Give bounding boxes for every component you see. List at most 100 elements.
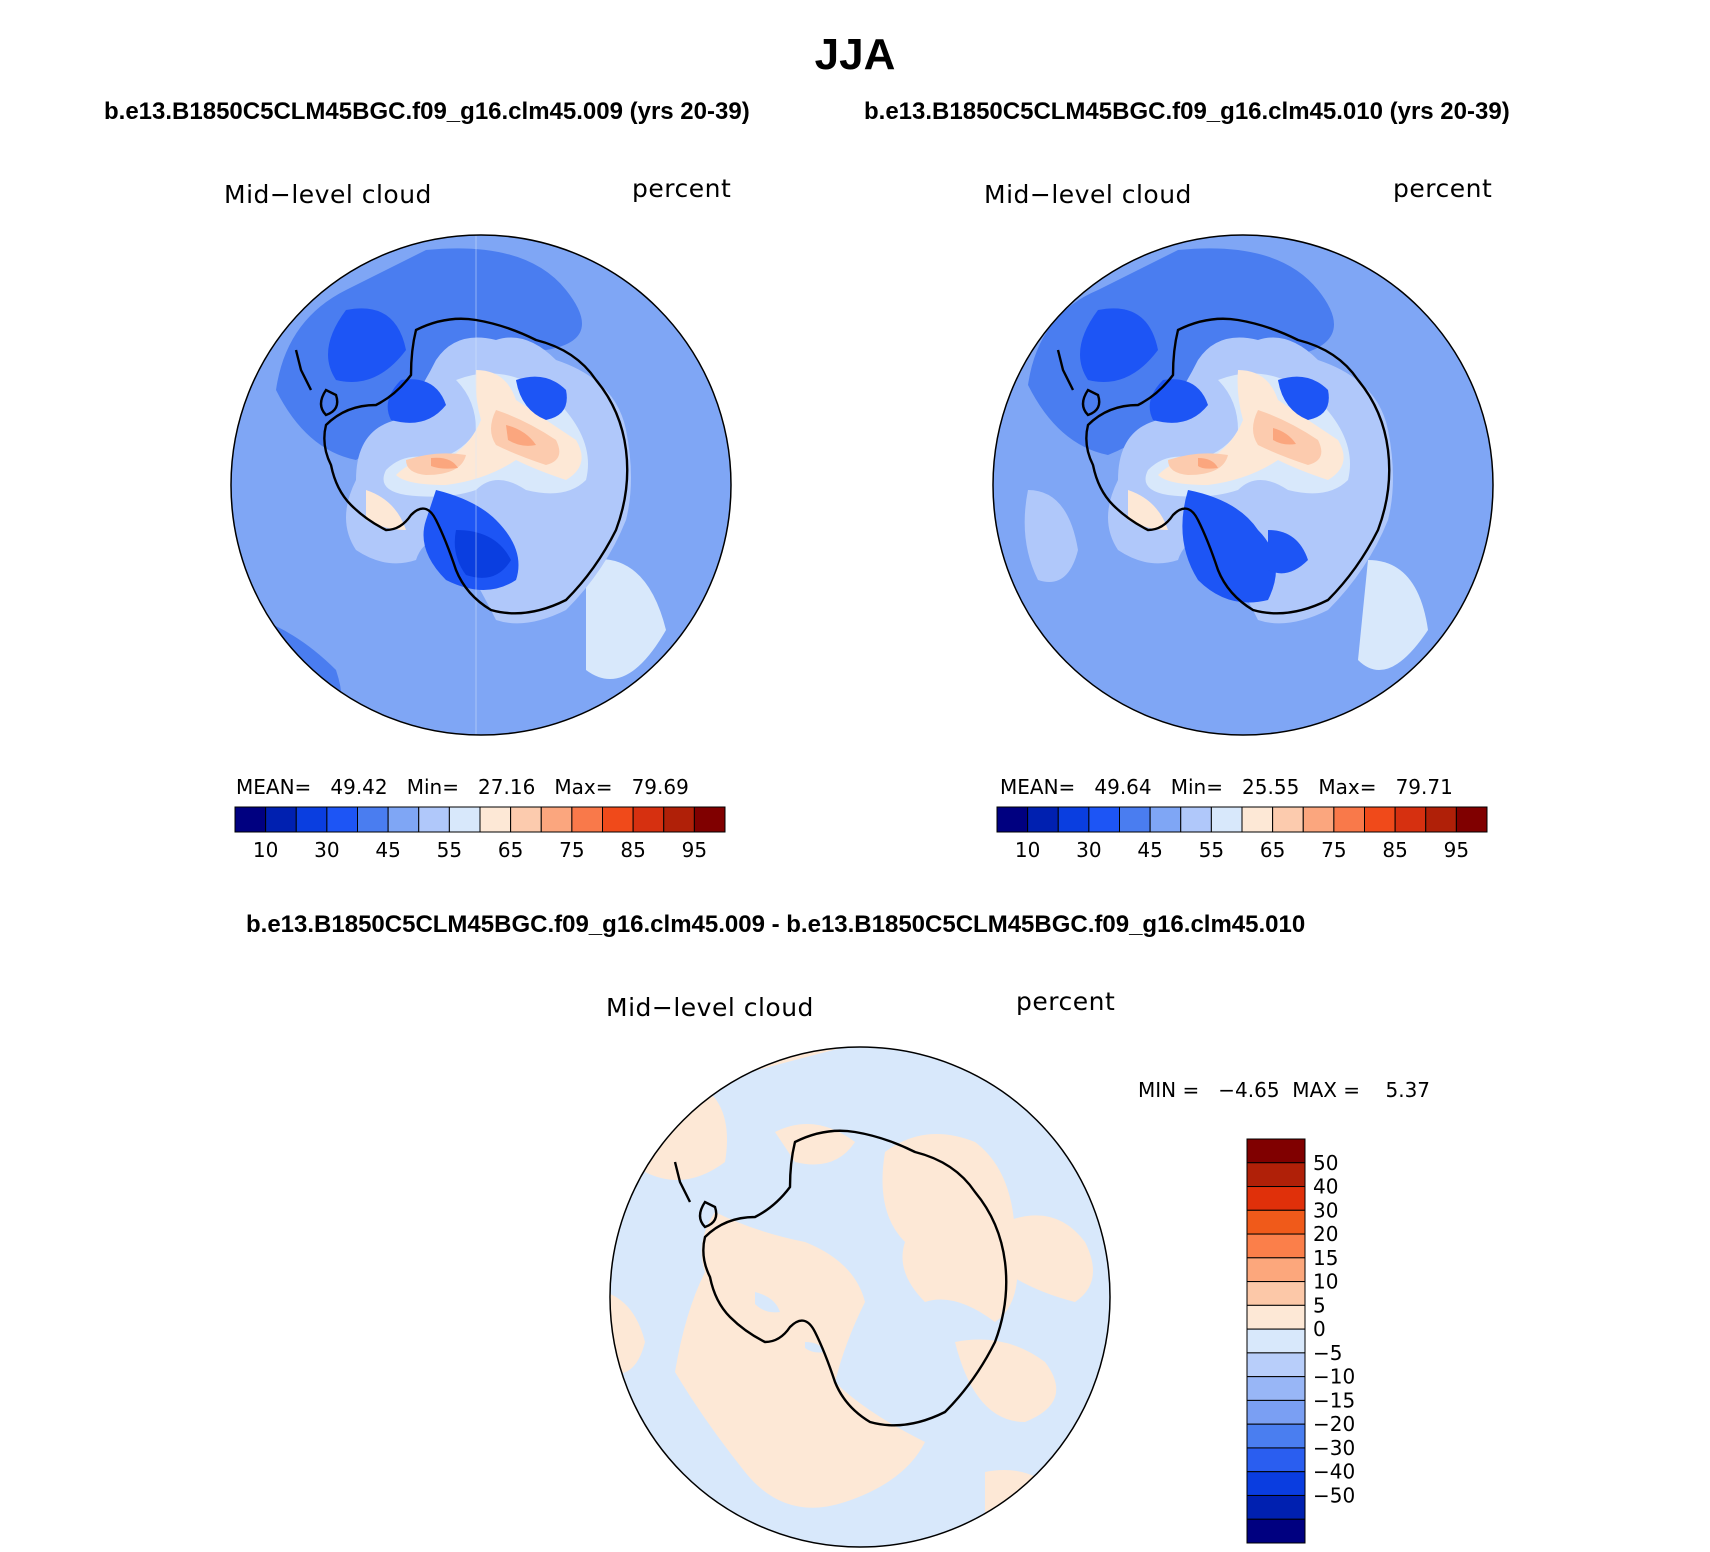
colorbar-left-swatch [357,806,389,833]
colorbar-difference-swatch [1246,1328,1306,1354]
colorbar-right-swatch [1149,806,1182,833]
colorbar-difference-tick-label: −40 [1313,1460,1355,1484]
colorbar-right-swatch [1455,806,1488,833]
min-value-left: 27.16 [478,775,536,799]
colorbar-left-swatch [571,806,603,833]
colorbar-right-swatch [1210,806,1243,833]
variable-label-left: Mid−level cloud [224,180,432,209]
colorbar-difference-tick-label: 50 [1313,1151,1338,1175]
colorbar-left-tick-label: 85 [620,838,645,862]
colorbar-right-tick-label: 55 [1199,838,1224,862]
colorbar-difference-tick-label: −5 [1313,1341,1342,1365]
colorbar-right-swatch [1333,806,1365,833]
diff-case-title: b.e13.B1850C5CLM45BGC.f09_g16.clm45.009 … [246,911,1306,938]
colorbar-difference-swatch [1246,1186,1306,1211]
colorbar-difference-tick-label: 5 [1313,1293,1326,1317]
colorbar-right-tick-label: 85 [1382,838,1407,862]
colorbar-right-tick-label: 95 [1444,838,1469,862]
colorbar-difference-swatch [1246,1518,1306,1544]
colorbar-difference-swatch [1246,1471,1306,1496]
max-value-left: 79.69 [631,775,689,799]
colorbar-right-swatch [1272,806,1304,833]
colorbar-difference-tick-label: 15 [1313,1246,1338,1270]
units-label-left: percent [632,174,732,203]
colorbar-left-swatch [265,806,297,833]
colorbar-right-swatch [996,806,1029,833]
colorbar-difference-tick-label: 0 [1313,1317,1326,1341]
colorbar-difference-swatch [1246,1257,1306,1283]
colorbar-difference-tick-label: 40 [1313,1175,1338,1199]
colorbar-right-swatch [1364,806,1396,833]
colorbar-right-tick-label: 10 [1015,838,1040,862]
colorbar-left-swatch [234,806,267,833]
diff-stats: MIN = −4.65 MAX = 5.37 [1138,1078,1431,1102]
polar-map-case-010 [992,234,1494,736]
colorbar-difference-tick-label: 20 [1313,1222,1338,1246]
season-title: JJA [814,30,896,79]
colorbar-left-swatch [510,806,542,833]
colorbar-left-swatch [418,806,450,833]
case-title-left: b.e13.B1850C5CLM45BGC.f09_g16.clm45.009 … [104,98,750,125]
max-label-left: Max= [554,775,613,799]
colorbar-left: 10 30 45 55 65 75 85 95 [234,806,726,862]
colorbar-left-tick-label: 45 [375,838,400,862]
colorbar-difference-tick-label: −10 [1313,1365,1355,1389]
colorbar-difference-swatch [1246,1352,1306,1378]
colorbar-difference-swatch [1246,1281,1306,1306]
max-label-right: Max= [1318,775,1377,799]
colorbar-difference-tick-label: 10 [1313,1270,1338,1294]
colorbar-difference-swatch [1246,1423,1306,1449]
colorbar-right-tick-label: 45 [1137,838,1162,862]
colorbar-difference-swatch [1246,1138,1306,1164]
mean-label-right: MEAN= [1000,775,1076,799]
colorbar-left-tick-label: 30 [314,838,339,862]
colorbar-right-swatch [1180,806,1212,833]
min-value-right: 25.55 [1242,775,1300,799]
variable-label-right: Mid−level cloud [984,180,1192,209]
colorbar-difference-tick-label: 30 [1313,1198,1338,1222]
colorbar-right-swatch [1241,806,1274,833]
colorbar-left-swatch [295,806,328,833]
colorbar-left-swatch [448,806,481,833]
colorbar-right-tick-label: 65 [1260,838,1285,862]
min-label-right: Min= [1170,775,1223,799]
colorbar-left-swatch [540,806,573,833]
colorbar-difference-swatch [1246,1399,1306,1425]
colorbar-right-swatch [1027,806,1059,833]
colorbar-left-tick-label: 65 [498,838,523,862]
colorbar-left-swatch [693,806,726,833]
colorbar-difference-swatch [1246,1209,1306,1235]
colorbar-right-swatch [1302,806,1335,833]
colorbar-difference-tick-label: −50 [1313,1483,1355,1507]
colorbar-left-swatch [479,806,512,833]
colorbar-left-swatch [632,806,665,833]
colorbar-difference-tick-label: −20 [1313,1412,1355,1436]
colorbar-right-tick-label: 75 [1321,838,1346,862]
polar-map-case-009 [230,234,732,736]
colorbar-difference-tick-label: −30 [1313,1436,1355,1460]
colorbar-right-swatch [1088,806,1120,833]
colorbar-right-tick-label: 30 [1076,838,1101,862]
units-label-diff: percent [1016,987,1116,1016]
colorbar-difference-swatch [1246,1233,1306,1259]
colorbar-right-swatch [1425,806,1457,833]
colorbar-left-swatch [387,806,420,833]
min-label-left: Min= [406,775,459,799]
units-label-right: percent [1393,174,1493,203]
mean-value-right: 49.64 [1094,775,1152,799]
colorbar-right-swatch [1394,806,1427,833]
colorbar-left-tick-label: 55 [437,838,462,862]
max-value-right: 79.71 [1395,775,1453,799]
stats-left: MEAN= 49.42 Min= 27.16 Max= 79.69 [236,775,689,799]
colorbar-difference-swatch [1246,1304,1306,1330]
mean-value-left: 49.42 [330,775,388,799]
colorbar-difference-swatch [1246,1447,1306,1473]
colorbar-difference-swatch [1246,1162,1306,1188]
variable-label-diff: Mid−level cloud [606,993,814,1022]
colorbar-left-tick-label: 10 [253,838,278,862]
colorbar-right: 10 30 45 55 65 75 85 95 [996,806,1488,862]
colorbar-left-swatch [602,806,634,833]
colorbar-right-swatch [1119,806,1151,833]
colorbar-left-swatch [663,806,695,833]
stats-right: MEAN= 49.64 Min= 25.55 Max= 79.71 [1000,775,1453,799]
